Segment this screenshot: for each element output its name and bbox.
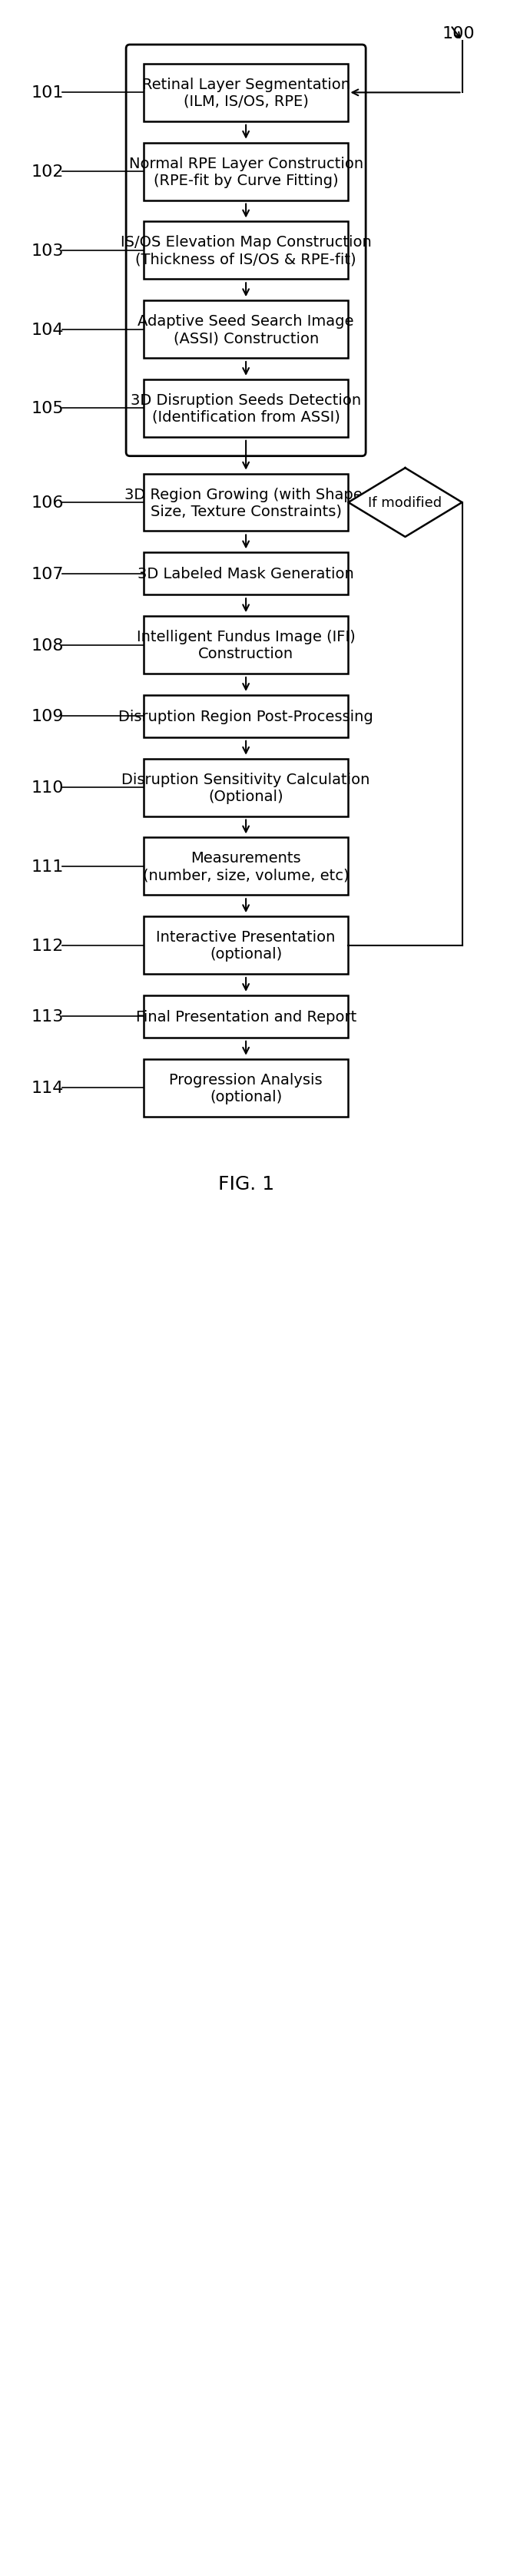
Text: 107: 107 — [31, 567, 63, 582]
Text: Final Presentation and Report: Final Presentation and Report — [135, 1010, 356, 1025]
Bar — [143, 144, 348, 201]
Text: 102: 102 — [31, 165, 63, 180]
Text: 106: 106 — [31, 495, 63, 510]
Text: 114: 114 — [31, 1079, 63, 1095]
Bar — [143, 301, 348, 358]
Bar — [143, 760, 348, 817]
Text: 109: 109 — [31, 708, 63, 724]
Bar — [143, 381, 348, 438]
Text: Retinal Layer Segmentation
(ILM, IS/OS, RPE): Retinal Layer Segmentation (ILM, IS/OS, … — [142, 77, 350, 108]
Text: 100: 100 — [442, 26, 475, 41]
Bar — [143, 696, 348, 737]
Bar — [143, 837, 348, 896]
Text: 105: 105 — [31, 402, 63, 417]
Polygon shape — [348, 469, 462, 538]
Bar — [143, 554, 348, 595]
Text: 111: 111 — [31, 858, 63, 873]
Text: 110: 110 — [31, 781, 63, 796]
Text: Normal RPE Layer Construction
(RPE-fit by Curve Fitting): Normal RPE Layer Construction (RPE-fit b… — [129, 157, 363, 188]
Bar — [143, 222, 348, 281]
Bar — [143, 997, 348, 1038]
Text: 3D Disruption Seeds Detection
(Identification from ASSI): 3D Disruption Seeds Detection (Identific… — [131, 394, 361, 425]
Bar — [143, 1059, 348, 1118]
Text: 3D Labeled Mask Generation: 3D Labeled Mask Generation — [138, 567, 354, 582]
Text: 104: 104 — [31, 322, 63, 337]
Text: Disruption Region Post-Processing: Disruption Region Post-Processing — [119, 708, 373, 724]
Text: Progression Analysis
(optional): Progression Analysis (optional) — [169, 1072, 322, 1105]
Text: Adaptive Seed Search Image
(ASSI) Construction: Adaptive Seed Search Image (ASSI) Constr… — [138, 314, 354, 345]
Bar — [143, 917, 348, 974]
Bar — [143, 64, 348, 121]
Text: 108: 108 — [31, 639, 63, 654]
Text: 3D Region Growing (with Shape,
Size, Texture Constraints): 3D Region Growing (with Shape, Size, Tex… — [125, 487, 367, 518]
Bar — [143, 616, 348, 675]
Text: 113: 113 — [31, 1010, 63, 1025]
Text: IS/OS Elevation Map Construction
(Thickness of IS/OS & RPE-fit): IS/OS Elevation Map Construction (Thickn… — [121, 234, 372, 268]
Text: 103: 103 — [31, 242, 63, 258]
Text: FIG. 1: FIG. 1 — [218, 1175, 274, 1193]
Text: Intelligent Fundus Image (IFI)
Construction: Intelligent Fundus Image (IFI) Construct… — [136, 629, 355, 662]
FancyBboxPatch shape — [126, 46, 366, 456]
Text: Disruption Sensitivity Calculation
(Optional): Disruption Sensitivity Calculation (Opti… — [122, 773, 370, 804]
Bar — [143, 474, 348, 531]
Text: Measurements
(number, size, volume, etc): Measurements (number, size, volume, etc) — [143, 850, 349, 884]
Text: 112: 112 — [31, 938, 63, 953]
Text: 101: 101 — [31, 85, 63, 100]
Text: Interactive Presentation
(optional): Interactive Presentation (optional) — [156, 930, 336, 961]
Text: If modified: If modified — [368, 497, 442, 510]
